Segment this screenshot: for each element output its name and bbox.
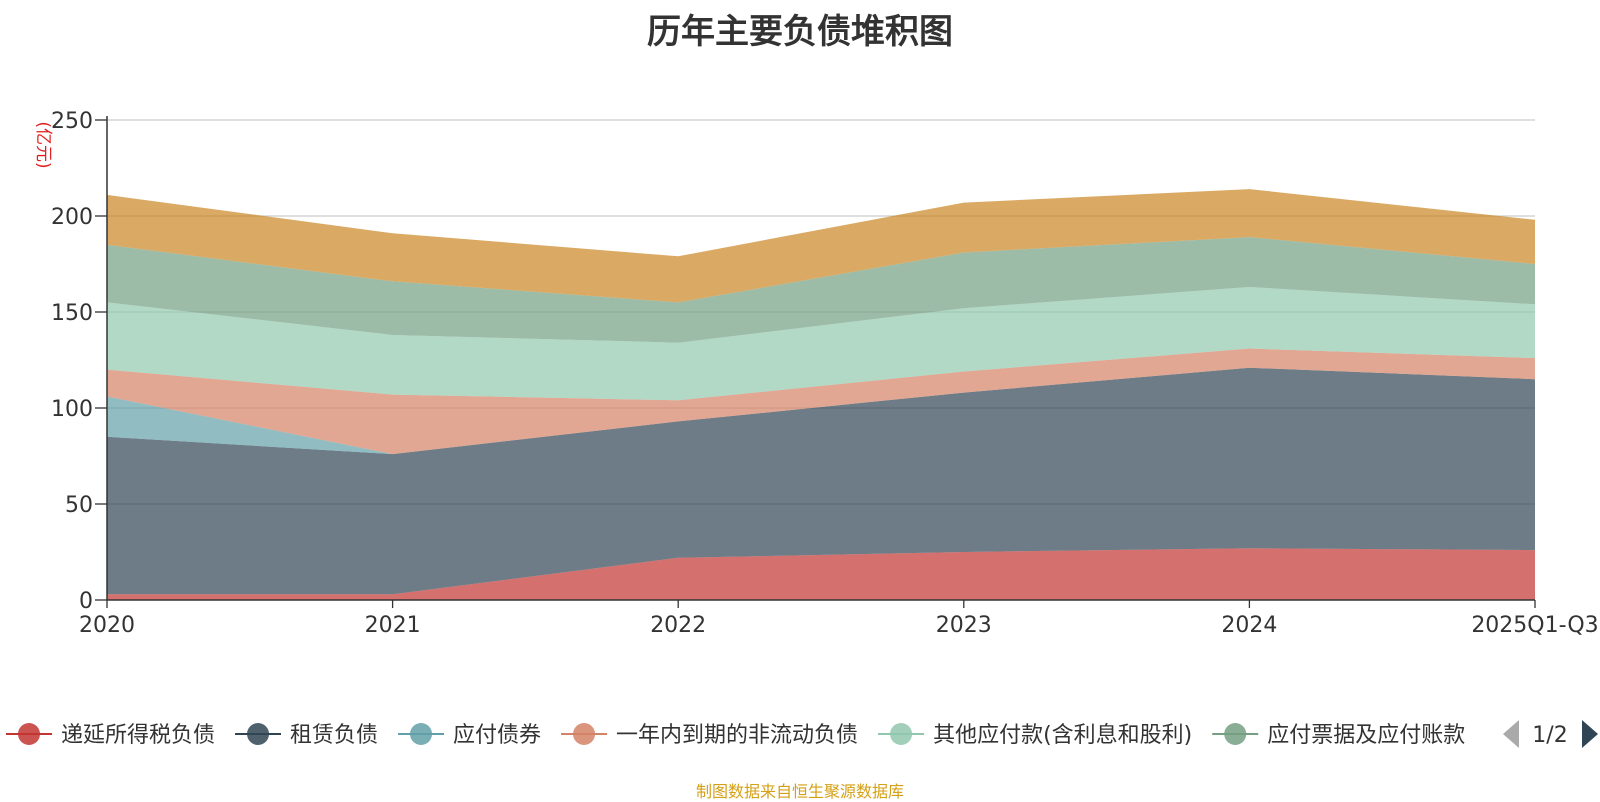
axes: 0 50 100 150 200 250 2020 2021 2022 2023 2024 2025Q…	[51, 109, 1599, 638]
legend-marker-2	[247, 723, 270, 745]
x-tick-label-0: 2020	[79, 613, 135, 638]
legend: 递延所得税负债 租赁负债 应付债券 一年内到期的非流动负债 其他应付款(含利息和股利) 应…	[6, 714, 1600, 754]
legend-marker-4	[573, 723, 596, 745]
legend-label-2: 租赁负债	[290, 723, 378, 748]
legend-next-icon[interactable]	[1582, 720, 1598, 748]
legend-item-5[interactable]: 其他应付款(含利息和股利)	[878, 723, 1192, 748]
legend-prev-icon[interactable]	[1503, 720, 1519, 748]
x-tick-label-2: 2022	[650, 613, 706, 638]
y-tick-label-200: 200	[51, 205, 93, 230]
legend-label-3: 应付债券	[453, 723, 541, 748]
legend-label-1: 递延所得税负债	[61, 723, 215, 748]
legend-marker-6	[1224, 723, 1247, 745]
area-series-2	[107, 367, 1535, 595]
area-series-5	[107, 287, 1535, 401]
legend-item-1[interactable]: 递延所得税负债	[6, 723, 215, 748]
legend-item-3[interactable]: 应付债券	[398, 723, 541, 748]
legend-label-5: 其他应付款(含利息和股利)	[933, 723, 1192, 748]
legend-marker-3	[410, 723, 433, 745]
legend-item-2[interactable]: 租赁负债	[235, 723, 378, 748]
legend-page-indicator: 1/2	[1532, 723, 1567, 748]
y-tick-label-100: 100	[51, 397, 93, 422]
y-axis-unit-label: (亿元)	[33, 121, 53, 168]
legend-item-6[interactable]: 应付票据及应付账款	[1212, 723, 1465, 748]
area-series-7	[107, 189, 1535, 303]
y-tick-label-50: 50	[65, 493, 93, 518]
x-tick-label-1: 2021	[365, 613, 421, 638]
y-tick-label-150: 150	[51, 301, 93, 326]
x-tick-label-4: 2024	[1221, 613, 1277, 638]
legend-item-4[interactable]: 一年内到期的非流动负债	[561, 723, 858, 748]
legend-label-4: 一年内到期的非流动负债	[616, 723, 858, 748]
area-series-4	[107, 348, 1535, 455]
chart-title: 历年主要负债堆积图	[647, 12, 953, 52]
legend-marker-5	[890, 723, 913, 745]
legend-label-6: 应付票据及应付账款	[1267, 723, 1465, 748]
area-series-1	[107, 548, 1535, 600]
source-note: 制图数据来自恒生聚源数据库	[695, 782, 904, 801]
x-tick-label-5: 2025Q1-Q3	[1471, 613, 1598, 638]
x-tick-label-3: 2023	[936, 613, 992, 638]
y-tick-label-250: 250	[51, 109, 93, 134]
legend-marker-1	[18, 723, 40, 745]
area-series-6	[107, 237, 1535, 343]
area-series	[107, 189, 1535, 600]
y-tick-label-0: 0	[79, 589, 93, 614]
